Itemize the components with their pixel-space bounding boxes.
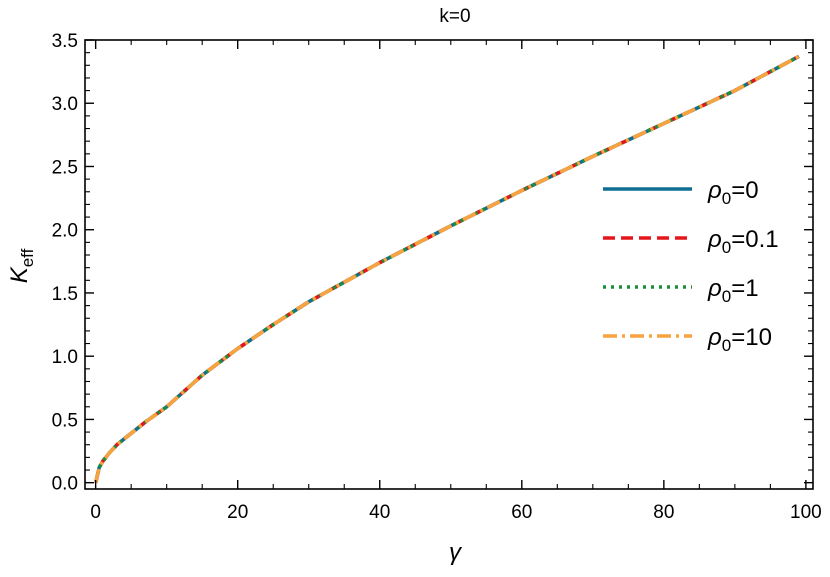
x-tick-label: 100 xyxy=(790,502,822,523)
legend-label-3: ρ0=10 xyxy=(707,324,772,355)
legend-label-1: ρ0=0.1 xyxy=(707,226,779,257)
series-line-0 xyxy=(93,54,800,484)
y-tick-label: 1.5 xyxy=(52,284,78,305)
x-tick-label: 40 xyxy=(369,502,390,523)
x-tick-label: 60 xyxy=(511,502,532,523)
svg-text:Keff: Keff xyxy=(6,248,37,283)
series-line-2 xyxy=(93,54,800,484)
legend-label-0: ρ0=0 xyxy=(707,177,759,208)
x-tick-label: 0 xyxy=(90,502,101,523)
ticks-layer: 0 20 40 60 80 100 0.0 0.5 1.0 1.5 2.0 2.5 3.0 3.5 xyxy=(52,31,822,523)
y-tick-label: 0.5 xyxy=(52,410,78,431)
y-tick-label: 3.0 xyxy=(52,94,78,115)
x-axis-label: γ xyxy=(449,539,463,566)
y-axis-label-sub: eff xyxy=(18,248,37,267)
legend: ρ0=0 ρ0=0.1 ρ0=1 ρ0=10 xyxy=(603,177,779,355)
y-tick-label: 0.0 xyxy=(52,474,78,495)
y-axis-label-main: K xyxy=(6,266,33,283)
plot-frame xyxy=(84,39,814,490)
series-line-3 xyxy=(93,54,800,484)
x-tick-label: 80 xyxy=(653,502,674,523)
y-tick-label: 3.5 xyxy=(52,31,78,52)
y-tick-label: 2.0 xyxy=(52,221,78,242)
y-tick-label: 2.5 xyxy=(52,157,78,178)
legend-label-2: ρ0=1 xyxy=(707,275,759,306)
y-tick-label: 1.0 xyxy=(52,347,78,368)
series-layer xyxy=(93,54,800,484)
y-axis-label: Keff xyxy=(6,248,37,283)
chart-title: k=0 xyxy=(439,6,470,27)
series-line-1 xyxy=(93,54,800,484)
x-tick-label: 20 xyxy=(227,502,248,523)
